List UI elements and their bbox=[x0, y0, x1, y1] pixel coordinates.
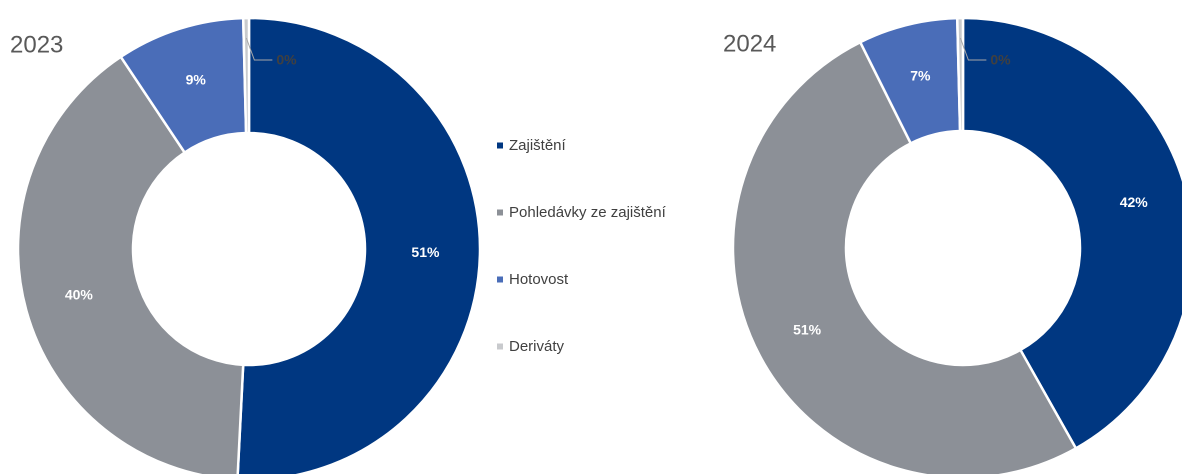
legend-swatch bbox=[497, 276, 503, 283]
data-label: 7% bbox=[910, 67, 931, 83]
chart-title: 2024 bbox=[723, 30, 776, 57]
donut-slice bbox=[961, 16, 1182, 451]
legend-label: Zajištění bbox=[509, 137, 567, 154]
data-label: 40% bbox=[65, 287, 94, 303]
donut-slice bbox=[236, 16, 482, 474]
leader-line bbox=[245, 37, 273, 61]
donut-slice bbox=[16, 55, 245, 474]
leader-line bbox=[959, 37, 987, 61]
legend-swatch bbox=[497, 209, 503, 216]
legend-label: Hotovost bbox=[509, 271, 569, 288]
legend-label: Pohledávky ze zajištění bbox=[509, 204, 667, 221]
donut-slice bbox=[731, 40, 1078, 474]
legend-swatch bbox=[497, 142, 503, 149]
data-label: 51% bbox=[793, 321, 822, 337]
legend-label: Deriváty bbox=[509, 338, 565, 355]
data-label: 9% bbox=[186, 71, 207, 87]
legend-swatch bbox=[497, 343, 503, 350]
data-label: 0% bbox=[990, 52, 1011, 68]
data-label: 0% bbox=[276, 52, 297, 68]
donut-slice bbox=[241, 16, 251, 135]
data-label: 42% bbox=[1120, 194, 1149, 210]
donut-slice bbox=[955, 16, 965, 133]
chart-title: 2023 bbox=[10, 31, 63, 58]
data-label: 51% bbox=[411, 244, 440, 260]
